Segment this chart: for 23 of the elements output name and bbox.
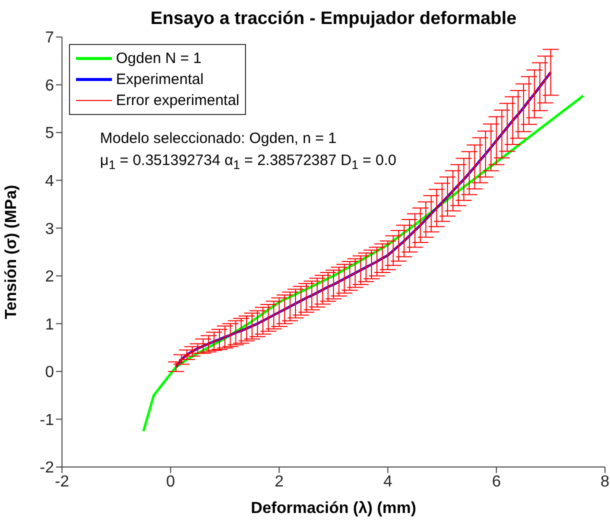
y-tick-label: -2 xyxy=(40,460,54,477)
chart-title: Ensayo a tracción - Empujador deformable xyxy=(149,8,518,29)
x-tick-label: 4 xyxy=(383,473,392,490)
y-tick-label: 0 xyxy=(45,364,54,382)
x-axis-title: Deformación (λ) (mm) xyxy=(250,500,418,518)
y-tick-label: 6 xyxy=(45,77,54,94)
y-tick-label: 7 xyxy=(45,30,54,47)
x-tick-label: 2 xyxy=(274,473,284,490)
y-tick-label: 1 xyxy=(45,316,54,334)
x-tick-label: 6 xyxy=(492,473,501,490)
x-tick-label: 8 xyxy=(600,473,610,490)
y-axis-title: Tensión (σ) (MPa) xyxy=(3,184,21,320)
y-tick-label: 3 xyxy=(45,220,54,238)
legend-label: Experimental xyxy=(116,70,204,90)
y-tick-label: 2 xyxy=(45,268,54,286)
legend-label: Ogden N = 1 xyxy=(116,49,202,69)
legend-label: Error experimental xyxy=(116,91,240,111)
y-tick-label: 5 xyxy=(45,125,54,142)
y-tick-label: 4 xyxy=(45,173,54,190)
x-tick-label: 0 xyxy=(166,473,176,490)
y-tick-label: -1 xyxy=(40,412,54,429)
annotation: Modelo seleccionado: Ogden, n = 1 xyxy=(100,129,338,149)
annotation: μ$_{1}$ = 0.351392734 α$_{1}$ = 2.38572387 D$_{1}$ = 0.0 xyxy=(100,151,396,174)
